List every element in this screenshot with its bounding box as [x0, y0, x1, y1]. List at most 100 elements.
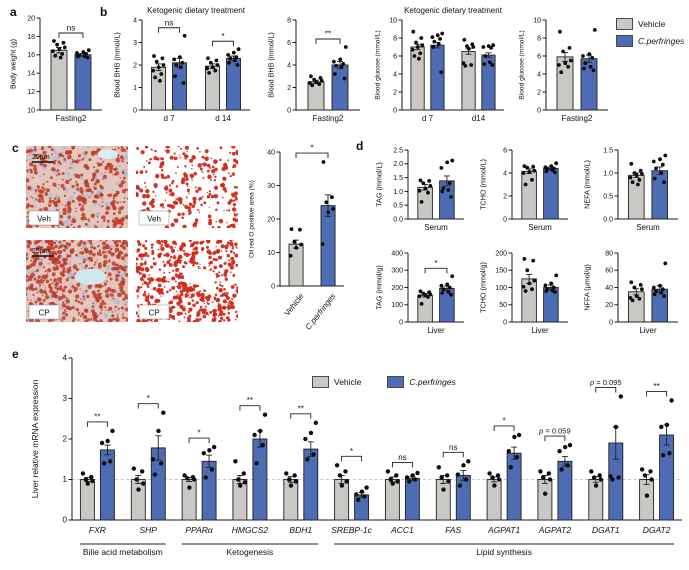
- svg-text:Fasting2: Fasting2: [562, 114, 593, 123]
- svg-text:d 14: d 14: [215, 114, 231, 123]
- svg-text:**: **: [325, 30, 331, 39]
- svg-text:CP: CP: [148, 309, 159, 318]
- legend-item-vehicle: Vehicle: [616, 18, 684, 30]
- svg-text:C.perfringes: C.perfringes: [304, 292, 338, 332]
- svg-text:4: 4: [63, 353, 68, 362]
- svg-text:d 7: d 7: [163, 114, 175, 123]
- svg-text:2.5: 2.5: [393, 147, 403, 154]
- vehicle-swatch: [312, 376, 329, 388]
- svg-text:0: 0: [287, 107, 291, 114]
- svg-text:0.5: 0.5: [603, 193, 613, 200]
- chart-liver-tag: 0 100 200 300 400 TAG (mmol/g) Liver *: [374, 243, 468, 344]
- svg-text:Veh: Veh: [37, 215, 51, 224]
- svg-text:*: *: [350, 447, 353, 456]
- svg-text:**: **: [94, 412, 100, 421]
- vehicle-swatch: [616, 18, 633, 30]
- svg-text:80: 80: [605, 250, 613, 257]
- svg-text:16: 16: [27, 52, 35, 59]
- svg-text:Ketogenic dietary treatment: Ketogenic dietary treatment: [147, 6, 246, 15]
- svg-text:10: 10: [533, 17, 541, 24]
- svg-text:Fasting2: Fasting2: [56, 114, 87, 123]
- svg-text:HMGCS2: HMGCS2: [232, 525, 269, 535]
- svg-text:ns: ns: [398, 453, 406, 462]
- svg-text:Blood BHB (mmol/L): Blood BHB (mmol/L): [267, 32, 276, 98]
- svg-text:AGPAT1: AGPAT1: [487, 525, 521, 535]
- svg-text:SREBP-1c: SREBP-1c: [331, 525, 372, 535]
- svg-text:Liver: Liver: [531, 326, 549, 335]
- svg-text:10: 10: [27, 107, 35, 114]
- svg-text:0: 0: [609, 319, 613, 326]
- svg-text:8: 8: [287, 17, 291, 24]
- svg-text:1.5: 1.5: [393, 175, 403, 182]
- svg-text:0: 0: [63, 515, 68, 524]
- svg-text:4: 4: [133, 17, 137, 24]
- svg-text:Vehicle: Vehicle: [283, 291, 306, 317]
- panel-b-label: b: [100, 5, 108, 19]
- chart-body-weight: 10 12 14 16 18 20 Body weight (g) Fasting2 ns: [8, 4, 104, 136]
- svg-text:FAS: FAS: [445, 525, 461, 535]
- svg-text:2: 2: [393, 89, 397, 96]
- chart-serum-nefa: 0.0 0.5 1.0 1.5 NEFA (mmol/L) Serum: [582, 140, 682, 241]
- svg-text:4: 4: [287, 62, 291, 69]
- svg-text:Blood glucose (mmol/L): Blood glucose (mmol/L): [375, 30, 382, 99]
- svg-text:*: *: [147, 394, 150, 403]
- svg-text:6: 6: [287, 40, 291, 47]
- svg-text:DGAT2: DGAT2: [643, 525, 671, 535]
- chart-blood-glucose-fasting2: 0 2 4 6 8 10 Blood glucose (mmol/L) Fasting2: [516, 4, 612, 136]
- svg-text:20: 20: [27, 15, 35, 22]
- svg-text:1.0: 1.0: [603, 170, 613, 177]
- svg-text:2.0: 2.0: [393, 161, 403, 168]
- svg-text:20: 20: [605, 302, 613, 309]
- svg-text:ns: ns: [165, 18, 173, 27]
- svg-text:TCHO (mmol/L): TCHO (mmol/L): [479, 159, 488, 210]
- histology-image-cp-stain: 25μm CP: [26, 240, 128, 322]
- svg-text:0: 0: [271, 283, 275, 290]
- svg-text:4: 4: [503, 170, 507, 177]
- svg-text:14: 14: [27, 71, 35, 78]
- svg-text:NEFA (mmol/L): NEFA (mmol/L): [583, 160, 592, 209]
- svg-text:25μm: 25μm: [32, 154, 50, 161]
- svg-text:**: **: [298, 404, 304, 413]
- svg-text:2: 2: [537, 89, 541, 96]
- svg-text:60: 60: [605, 268, 613, 275]
- svg-text:Bilie acid metabolism: Bilie acid metabolism: [83, 547, 163, 557]
- svg-text:Ketogenic dietary treatment: Ketogenic dietary treatment: [404, 6, 503, 15]
- svg-text:4: 4: [393, 71, 397, 78]
- svg-text:150: 150: [495, 268, 507, 275]
- chart-blood-bhb-d7-d14: Ketogenic dietary treatment 0 1 2 3 4 Blood BH…: [112, 4, 254, 136]
- svg-text:0: 0: [537, 107, 541, 114]
- svg-text:400: 400: [391, 250, 403, 257]
- cperfringes-label: C.perfringes: [638, 36, 685, 46]
- svg-text:10: 10: [389, 17, 397, 24]
- svg-text:TAG (mmol/g): TAG (mmol/g): [375, 265, 384, 310]
- chart-blood-glucose-d7-d14: Ketogenic dietary treatment 0 2 4 6 8 10 Blood …: [372, 4, 508, 136]
- chart-liver-tcho: 0 50 100 150 200 TCHO (mmol/g) Liver: [478, 243, 572, 344]
- chart-blood-bhb-fasting2: 0 2 4 6 8 Blood BHB (mmol/L) Fasting2 **: [266, 4, 364, 136]
- svg-text:ns: ns: [67, 24, 75, 33]
- svg-text:Serum: Serum: [528, 223, 552, 232]
- svg-text:50: 50: [499, 302, 507, 309]
- svg-text:1: 1: [63, 475, 68, 484]
- svg-text:SHP: SHP: [140, 525, 158, 535]
- svg-text:Fasting2: Fasting2: [313, 114, 344, 123]
- svg-text:Serum: Serum: [636, 223, 660, 232]
- svg-text:ACC1: ACC1: [390, 525, 414, 535]
- svg-text:0: 0: [503, 216, 507, 223]
- svg-text:2: 2: [287, 85, 291, 92]
- svg-text:200: 200: [391, 285, 403, 292]
- chart-serum-tag: 0.0 0.5 1.0 1.5 2.0 2.5 TAG (mmol/L) Serum: [374, 140, 468, 241]
- svg-text:40: 40: [267, 149, 275, 156]
- svg-text:Body weight (g): Body weight (g): [9, 39, 18, 89]
- svg-text:p = 0.095: p = 0.095: [589, 378, 622, 387]
- svg-text:1.0: 1.0: [393, 189, 403, 196]
- panel-d-label: d: [356, 139, 364, 153]
- legend-item-cperfringes: C.perfringes: [616, 35, 684, 47]
- svg-text:6: 6: [393, 53, 397, 60]
- svg-text:CP: CP: [38, 309, 49, 318]
- cperfringes-swatch: [387, 376, 405, 388]
- svg-text:0: 0: [393, 107, 397, 114]
- svg-text:Liver: Liver: [639, 326, 657, 335]
- chart-liver-mrna-expression: 0 1 2 3 4 Liver relative mRNA expression FXR **…: [28, 350, 686, 568]
- cperfringes-label: C.perfringes: [409, 377, 456, 387]
